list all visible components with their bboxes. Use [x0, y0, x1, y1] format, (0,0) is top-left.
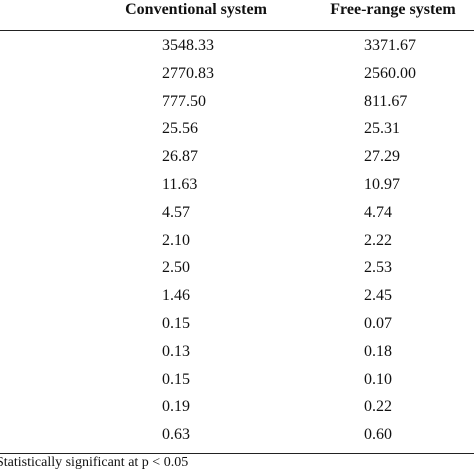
cell-free-range-value: 25.31 — [364, 120, 400, 138]
cell-conventional-value: 0.19 — [162, 398, 190, 416]
cell-free-range-value: 2.45 — [364, 287, 392, 305]
cell-conventional-value: 0.15 — [162, 314, 190, 332]
cell-conventional-value: 0.15 — [162, 370, 190, 388]
cell-conventional-value: 1.46 — [162, 287, 190, 305]
cell-free-range-value: 3371.67 — [364, 37, 416, 54]
cell-free-range-value: 0.22 — [364, 398, 392, 416]
cell-conventional-value: 777.50 — [162, 92, 206, 110]
table-row: 0.19 0.22 — [0, 394, 474, 422]
table-row: 2.10 2.22 — [0, 228, 474, 256]
table-row: 0.15 0.07 — [0, 311, 474, 339]
cell-conventional-value: 4.57 — [162, 203, 190, 221]
cell-free-range-value: 4.74 — [364, 203, 392, 221]
cell-free-range-value: 10.97 — [364, 175, 400, 193]
table-row: 3548.33 3371.67 — [0, 33, 474, 61]
table-row: 2.50 2.53 — [0, 255, 474, 283]
cell-free-range-value: 0.10 — [364, 370, 392, 388]
table-row: 0.63 0.60 — [0, 422, 474, 450]
cell-conventional-value: 26.87 — [162, 148, 198, 166]
cell-free-range-value: 811.67 — [364, 92, 408, 110]
column-header-conventional-system: Conventional system — [125, 1, 267, 18]
column-header-free-range-system: Free-range system — [330, 1, 456, 18]
table-row: 1.46 2.45 — [0, 283, 474, 311]
cell-conventional-value: 2770.83 — [162, 64, 214, 82]
table-body: 3548.33 3371.67 2770.83 2560.00 777.50 811.67… — [0, 33, 474, 450]
cell-conventional-value: 11.63 — [162, 175, 198, 193]
table-row: 0.15 0.10 — [0, 367, 474, 395]
cell-free-range-value: 0.60 — [364, 426, 392, 444]
cell-free-range-value: 0.07 — [364, 314, 392, 332]
significance-footnote: Statistically significant at p < 0.05 — [0, 455, 189, 470]
cell-free-range-value: 2.22 — [364, 231, 392, 249]
cell-conventional-value: 2.10 — [162, 231, 190, 249]
cell-free-range-value: 2560.00 — [364, 64, 416, 82]
cell-conventional-value: 3548.33 — [162, 37, 214, 54]
cell-conventional-value: 0.63 — [162, 426, 190, 444]
cell-conventional-value: 0.13 — [162, 342, 190, 360]
table-row: 26.87 27.29 — [0, 144, 474, 172]
table-header-rule — [0, 30, 474, 31]
table-row: 11.63 10.97 — [0, 172, 474, 200]
table-row: 25.56 25.31 — [0, 116, 474, 144]
table-row: 2770.83 2560.00 — [0, 61, 474, 89]
table-row: 4.57 4.74 — [0, 200, 474, 228]
table-row: 777.50 811.67 — [0, 89, 474, 117]
cell-free-range-value: 0.18 — [364, 342, 392, 360]
cell-free-range-value: 27.29 — [364, 148, 400, 166]
table-bottom-rule — [0, 453, 474, 454]
cell-free-range-value: 2.53 — [364, 259, 392, 277]
table-row: 0.13 0.18 — [0, 339, 474, 367]
cell-conventional-value: 25.56 — [162, 120, 198, 138]
cell-conventional-value: 2.50 — [162, 259, 190, 277]
